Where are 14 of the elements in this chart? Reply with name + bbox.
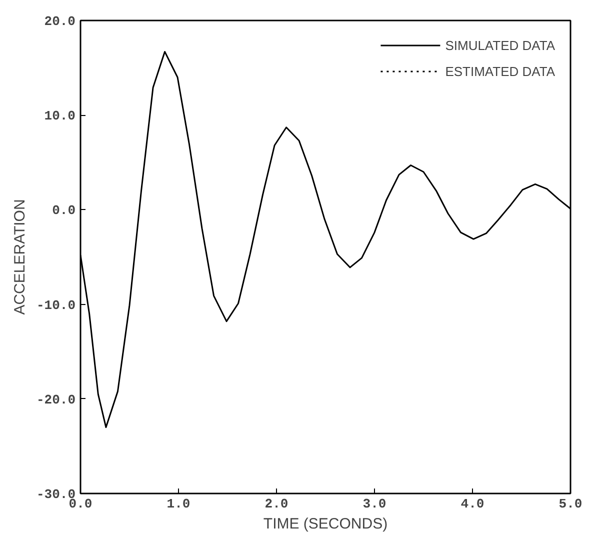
y-tick-label: 0.0 (52, 203, 76, 218)
y-tick-label: 20.0 (44, 14, 76, 29)
y-tick-label: -20.0 (36, 392, 76, 408)
x-tick-label: 3.0 (362, 496, 386, 512)
y-axis-title: ACCELERATION (11, 199, 28, 315)
x-tick-label: 1.0 (166, 496, 190, 512)
x-tick-label: 5.0 (558, 496, 582, 512)
x-tick-label: 2.0 (264, 496, 288, 512)
legend-label: ESTIMATED DATA (445, 64, 555, 78)
y-tick-label: -10.0 (36, 298, 76, 313)
x-axis-title: TIME (SECONDS) (263, 516, 388, 532)
y-tick-label: 10.0 (44, 108, 76, 124)
legend-label: SIMULATED DATA (445, 38, 555, 52)
x-tick-label: 4.0 (460, 496, 484, 512)
